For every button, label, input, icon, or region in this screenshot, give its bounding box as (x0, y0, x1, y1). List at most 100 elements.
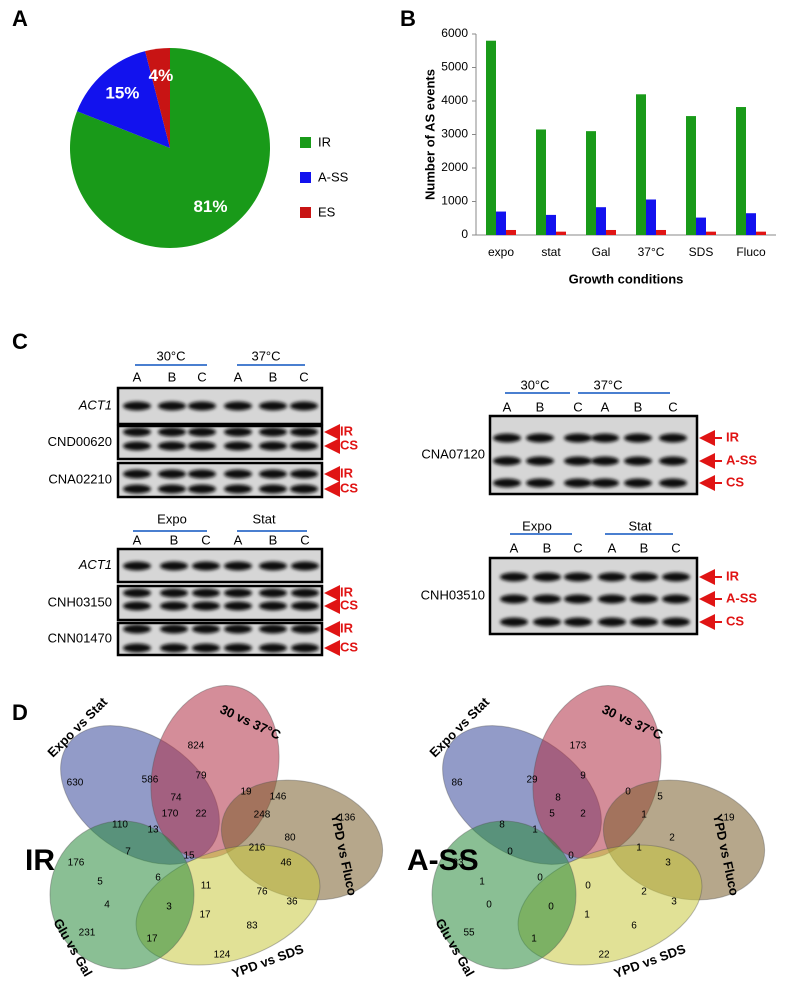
gel-band (259, 484, 287, 494)
lane-label: A (601, 399, 610, 414)
bar (696, 217, 706, 235)
venn-count: 29 (526, 775, 538, 786)
gene-label: ACT1 (78, 557, 112, 572)
gene-label: CNN01470 (48, 630, 112, 645)
gel-band (624, 456, 652, 466)
band-label: IR (340, 423, 354, 438)
venn-count: 13 (147, 825, 159, 836)
gel-band (160, 643, 188, 653)
gel-band (158, 427, 186, 437)
venn-count: 55 (463, 928, 475, 939)
y-tick-label: 2000 (441, 160, 468, 174)
gel-band (500, 594, 528, 604)
venn-count: 17 (146, 934, 158, 945)
bar (536, 129, 546, 235)
gel-band (123, 427, 151, 437)
gel-band (123, 484, 151, 494)
gel-band (662, 617, 690, 627)
band-label: CS (726, 613, 744, 628)
gel-band (591, 433, 619, 443)
bar (496, 211, 506, 235)
venn-count: 8 (499, 820, 505, 831)
y-axis-title: Number of AS events (422, 69, 437, 200)
gel-band (123, 588, 151, 598)
venn-count: 146 (270, 792, 287, 803)
venn-count: 176 (68, 858, 85, 869)
gel-band (158, 469, 186, 479)
gel-band (526, 456, 554, 466)
venn-count: 22 (195, 809, 207, 820)
venn-count: 0 (585, 881, 591, 892)
gel-band (192, 561, 220, 571)
venn-count: 19 (240, 787, 252, 798)
gel-band (662, 594, 690, 604)
y-tick-label: 1000 (441, 194, 468, 208)
gel-band (291, 624, 319, 634)
lane-label: B (168, 369, 177, 384)
y-tick-label: 5000 (441, 60, 468, 74)
panel-label: B (400, 6, 416, 31)
bar (596, 207, 606, 235)
x-tick-label: stat (541, 245, 561, 259)
gel-band (224, 401, 252, 411)
gel-band (564, 433, 592, 443)
gel-band (224, 601, 252, 611)
gel-band (591, 478, 619, 488)
lane-label: A (510, 540, 519, 555)
venn-count: 586 (142, 775, 159, 786)
gel-band (224, 427, 252, 437)
gel-band (598, 594, 626, 604)
gel-band (659, 456, 687, 466)
gel-band (123, 401, 151, 411)
gel-band (290, 484, 318, 494)
gel-band (564, 456, 592, 466)
gel-band (188, 484, 216, 494)
gel-band (123, 561, 151, 571)
bar (756, 231, 766, 235)
legend-label: ES (318, 204, 336, 219)
gel-band (259, 601, 287, 611)
lane-label: C (299, 369, 308, 384)
gel-band (123, 601, 151, 611)
x-tick-label: Fluco (736, 245, 766, 259)
gel-band (224, 588, 252, 598)
gel-band (290, 401, 318, 411)
band-label: CS (340, 480, 358, 495)
venn-count: 74 (170, 793, 182, 804)
gel-band (500, 572, 528, 582)
band-label: IR (340, 465, 354, 480)
venn-count: 3 (665, 858, 671, 869)
pie-slice (145, 48, 170, 148)
legend-swatch (300, 207, 311, 218)
gel-band (624, 433, 652, 443)
gel-band (188, 469, 216, 479)
gel-band (564, 478, 592, 488)
lane-label: B (269, 369, 278, 384)
gel-band (662, 572, 690, 582)
bar (506, 229, 516, 235)
gene-label: ACT1 (78, 397, 112, 412)
lane-label: B (543, 540, 552, 555)
gel-band (500, 617, 528, 627)
lane-label: A (608, 540, 617, 555)
bar (746, 213, 756, 235)
bar (646, 199, 656, 235)
venn-count: 83 (246, 921, 258, 932)
gel-band (224, 441, 252, 451)
gel-band (659, 433, 687, 443)
lane-label: C (573, 399, 582, 414)
gel-band (564, 617, 592, 627)
lane-label: A (234, 532, 243, 547)
lane-label: A (133, 369, 142, 384)
band-label: A-SS (726, 452, 757, 467)
lane-label: B (634, 399, 643, 414)
venn-count: 173 (570, 741, 587, 752)
venn-count: 3 (671, 897, 677, 908)
venn-count: 19 (723, 813, 735, 824)
lane-label: C (300, 532, 309, 547)
gel-band (160, 561, 188, 571)
venn-count: 216 (249, 843, 266, 854)
venn-count: 248 (254, 810, 271, 821)
lane-label: C (668, 399, 677, 414)
